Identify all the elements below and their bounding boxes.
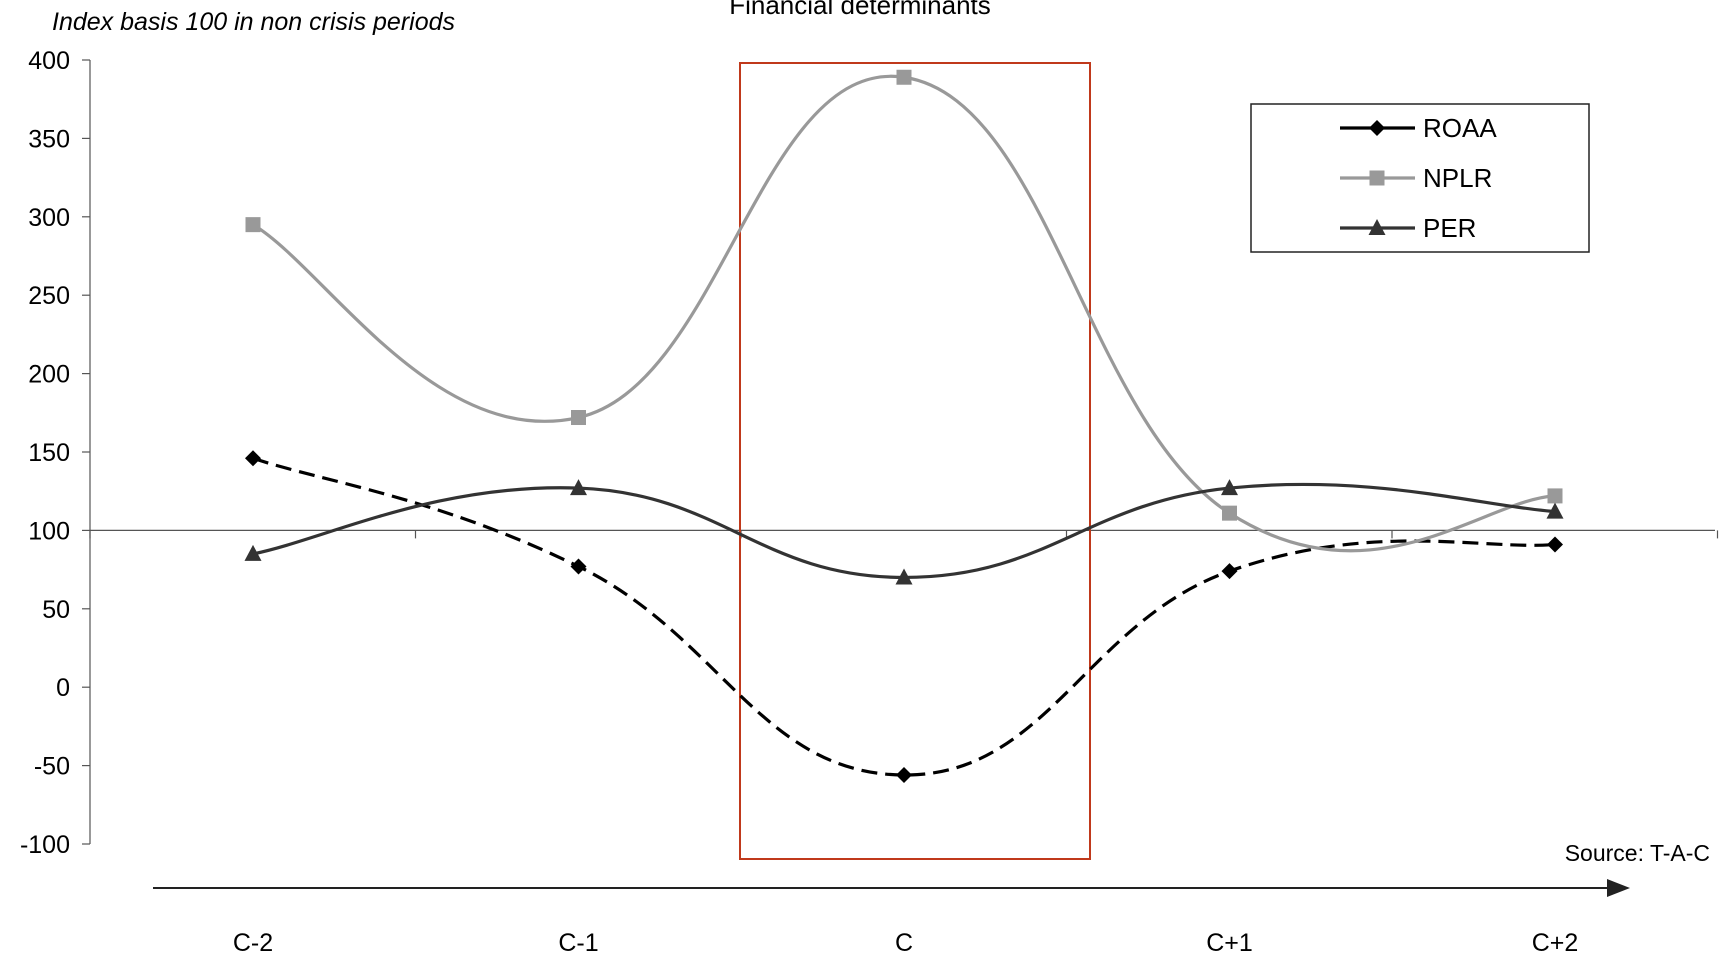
y-tick-label: 200 [28,361,70,389]
highlight-layer [739,62,1091,860]
source-note: Source: T-A-C [1565,840,1710,866]
y-tick-label: 250 [28,282,70,310]
series-line-roaa [252,456,1556,777]
legend-marker-roaa [1369,120,1385,136]
x-label-c-1: C-1 [558,929,598,957]
y-tick-label: -50 [34,753,70,781]
point-roaa-c-1 [570,558,587,575]
point-nplr-cplus2 [1547,488,1563,504]
legend-item-nplr: NPLR [1340,163,1492,193]
point-nplr-c-2 [245,217,261,233]
point-per-c-1 [570,479,587,496]
legend-item-roaa: ROAA [1340,113,1497,143]
y-tick-label: 0 [56,674,70,702]
y-tick-label: 100 [28,517,70,545]
legend: ROAA NPLR PER [1250,103,1590,253]
legend-label: PER [1423,213,1476,243]
point-nplr-c-1 [571,410,586,426]
x-label-c-2: C-2 [233,929,273,957]
y-tick-label: 150 [28,439,70,467]
chart-subtitle: Index basis 100 in non crisis periods [52,8,455,36]
x-label-cplus2: C+2 [1532,929,1579,957]
series-nplr [245,69,1563,553]
point-per-c [895,568,913,585]
y-tick-label: 400 [28,47,70,75]
point-roaa-cplus2 [1547,536,1563,553]
legend-box [1250,103,1590,253]
y-tick-label: -100 [20,831,70,859]
point-nplr-c [896,69,912,85]
chart-title: Financial determinants [729,0,991,20]
legend-label: NPLR [1423,163,1492,193]
point-roaa-cplus1 [1221,563,1238,580]
point-per-c-2 [244,544,262,561]
y-tick-label: 300 [28,204,70,232]
crisis-highlight-box [739,62,1091,860]
point-roaa-c-2 [245,450,261,467]
point-nplr-cplus1 [1222,505,1237,521]
x-label-c: C [895,929,913,957]
y-tick-label: 50 [42,596,70,624]
time-arrow [153,879,1630,897]
series-per [244,479,1564,585]
point-roaa-c [896,767,912,784]
legend-marker-nplr [1369,170,1385,186]
legend-item-per: PER [1340,213,1476,243]
series-layer [244,69,1564,784]
y-tick-label: 350 [28,125,70,153]
x-label-cplus1: C+1 [1206,929,1253,957]
series-roaa [245,450,1563,784]
x-axis-labels: C-2 C-1 C C+1 C+2 [233,929,1578,957]
point-per-cplus2 [1546,502,1564,519]
legend-marker-per [1368,219,1386,235]
legend-label: ROAA [1423,113,1497,143]
point-per-cplus1 [1221,479,1238,496]
y-axis: 400 350 300 250 200 150 100 50 0 -50 -100 [20,47,1719,859]
